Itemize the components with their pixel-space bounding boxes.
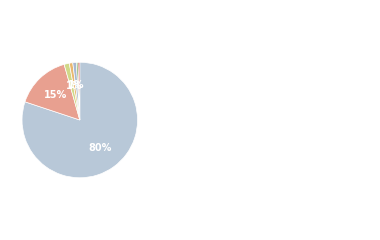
Wedge shape	[69, 63, 80, 120]
Text: 15%: 15%	[44, 90, 68, 100]
Text: 1%: 1%	[68, 80, 85, 90]
Wedge shape	[76, 62, 80, 120]
Legend: Centre for Biodiversity
Genomics [165], Canadian Centre for DNA
Barcoding [32], : Centre for Biodiversity Genomics [165], …	[156, 36, 302, 194]
Wedge shape	[64, 63, 80, 120]
Wedge shape	[25, 64, 80, 120]
Wedge shape	[22, 62, 138, 178]
Wedge shape	[73, 62, 80, 120]
Text: 1%: 1%	[66, 81, 83, 91]
Text: 80%: 80%	[89, 143, 112, 153]
Wedge shape	[78, 62, 80, 120]
